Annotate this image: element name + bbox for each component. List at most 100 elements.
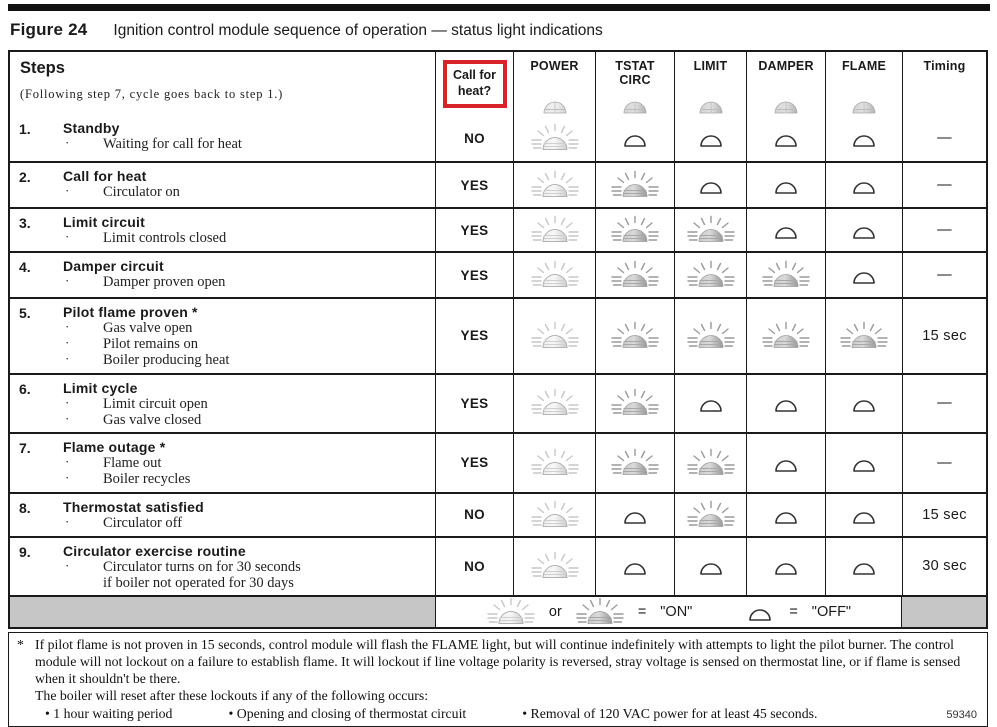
table-row: 4. Damper circuit · Damper proven open YE… xyxy=(10,251,986,297)
bullet-dot: · xyxy=(65,470,70,486)
timing-header-cell: Timing xyxy=(902,52,986,115)
limit-lamp-cell xyxy=(674,253,746,297)
flame-status-lamp xyxy=(839,321,889,351)
flame-lamp-cell xyxy=(825,115,902,161)
step-cell: 1. Standby · Waiting for call for heat xyxy=(10,115,435,161)
step-detail-text: if boiler not operated for 30 days xyxy=(103,574,294,591)
table-row: 1. Standby · Waiting for call for heat NO xyxy=(10,115,986,161)
tstat-circ-lamp-cell xyxy=(595,493,674,536)
limit-lamp-cell xyxy=(674,209,746,251)
tstat-circ-lamp-cell xyxy=(595,115,674,161)
damper-lamp-cell xyxy=(746,374,825,433)
bullet-dot: · xyxy=(65,135,70,150)
step-detail-text: Circulator turns on for 30 seconds xyxy=(103,558,301,575)
step-detail-line: · Boiler recycles xyxy=(63,470,431,488)
timing-cell: 15 sec xyxy=(902,299,986,373)
step-detail-line: · Gas valve open xyxy=(63,319,431,336)
tstat-circ-lamp-cell xyxy=(595,163,674,207)
step-title: Thermostat satisfied xyxy=(63,498,204,515)
damper-status-lamp xyxy=(770,452,802,474)
damper-status-lamp xyxy=(761,321,811,351)
step-detail-text: Gas valve open xyxy=(103,320,193,336)
step-detail-line: · Boiler producing heat xyxy=(63,352,431,369)
legend-content: or = "ON" = "OFF" xyxy=(435,597,902,628)
damper-status-lamp xyxy=(770,174,802,196)
timing-value: — xyxy=(937,395,952,412)
legend-gray-right xyxy=(902,597,986,628)
tstat-circ-status-lamp xyxy=(619,555,651,577)
tstat-circ-status-lamp xyxy=(619,127,651,149)
legend-or-label: or xyxy=(548,604,562,621)
limit-lamp-cell xyxy=(674,374,746,433)
power-status-lamp xyxy=(530,551,580,581)
step-detail-lines: · Gas valve open · Pilot remains on · Boiler … xyxy=(63,319,431,369)
call-for-heat-value: YES xyxy=(460,177,489,193)
legend-row: or = "ON" = "OFF" xyxy=(10,595,986,628)
steps-header-note: (Following step 7, cycle goes back to st… xyxy=(20,87,284,101)
damper-lamp-cell xyxy=(746,253,825,297)
step-detail-line: · Limit controls closed xyxy=(63,229,431,246)
power-status-lamp xyxy=(530,321,580,351)
limit-lamp-cell xyxy=(674,163,746,207)
step-cell: 9. Circulator exercise routine · Circulat… xyxy=(10,538,435,595)
flame-status-lamp xyxy=(848,174,880,196)
footnote-asterisk: * xyxy=(17,637,24,653)
power-header-label: POWER xyxy=(530,59,579,73)
footnote-bullets-row: • 1 hour waiting period • Opening and cl… xyxy=(15,705,979,723)
table-row: 5. Pilot flame proven * · Gas valve open ·… xyxy=(10,297,986,373)
damper-lamp-cell xyxy=(746,493,825,536)
figure-caption: Ignition control module sequence of oper… xyxy=(113,22,603,39)
legend-lamp-on-dark-icon xyxy=(575,597,625,627)
step-cell: 3. Limit circuit · Limit controls closed xyxy=(10,209,435,251)
limit-status-lamp xyxy=(686,448,736,478)
flame-lamp-cell xyxy=(825,434,902,492)
step-detail-lines: · Limit controls closed xyxy=(63,229,431,246)
bullet-dot: · xyxy=(65,513,70,529)
damper-lamp-cell xyxy=(746,209,825,251)
tstat-circ-lamp-cell xyxy=(595,209,674,251)
timing-value: — xyxy=(937,267,952,283)
step-detail-text: Pilot remains on xyxy=(103,336,199,353)
bullet-dot: · xyxy=(65,557,70,573)
tstat-circ-status-lamp xyxy=(610,215,660,245)
figure-label: Figure 24 xyxy=(10,20,88,39)
power-status-lamp xyxy=(530,215,580,245)
flame-header-label: FLAME xyxy=(841,59,887,73)
table-row: 2. Call for heat · Circulator on YES xyxy=(10,161,986,207)
limit-status-lamp xyxy=(695,174,727,196)
step-title: Pilot flame proven * xyxy=(63,304,198,320)
table-row: 6. Limit cycle · Limit circuit open · Gas v… xyxy=(10,372,986,433)
damper-lamp-cell xyxy=(746,163,825,207)
call-for-heat-highlight-box: Call for heat? xyxy=(442,59,507,108)
bullet-dot: · xyxy=(65,229,70,244)
step-detail-text: Limit circuit open xyxy=(103,395,208,412)
step-title: Limit circuit xyxy=(63,214,145,230)
document-number: 59340 xyxy=(946,709,977,722)
tstat-circ-status-lamp xyxy=(610,388,660,418)
damper-status-lamp xyxy=(770,219,802,241)
limit-lamp-cell xyxy=(674,434,746,492)
legend-off-label: "OFF" xyxy=(811,604,852,621)
timing-value: — xyxy=(937,222,952,238)
limit-header-label: LIMIT xyxy=(693,59,728,73)
step-detail-text: Circulator on xyxy=(103,184,180,200)
damper-lamp-cell xyxy=(746,115,825,161)
footnote-text: If pilot flame is not proven in 15 secon… xyxy=(35,636,979,704)
step-detail-text: Limit controls closed xyxy=(103,230,227,246)
flame-status-lamp xyxy=(848,264,880,286)
step-title: Standby xyxy=(63,120,120,136)
call-for-heat-cell: YES xyxy=(435,209,513,251)
limit-status-lamp xyxy=(695,555,727,577)
step-detail-text: Circulator off xyxy=(103,514,183,531)
step-detail-text: Damper proven open xyxy=(103,274,226,290)
step-number: 3. xyxy=(19,215,31,231)
power-status-lamp xyxy=(530,260,580,290)
power-lamp-cell xyxy=(513,115,595,161)
bullet-dot: · xyxy=(65,183,70,198)
step-number: 9. xyxy=(19,543,31,560)
flame-lamp-cell xyxy=(825,209,902,251)
step-detail-line: · Circulator off xyxy=(63,513,431,531)
table-row: 3. Limit circuit · Limit controls closed … xyxy=(10,207,986,251)
step-detail-lines: · Damper proven open xyxy=(63,273,431,290)
power-status-lamp xyxy=(530,500,580,530)
